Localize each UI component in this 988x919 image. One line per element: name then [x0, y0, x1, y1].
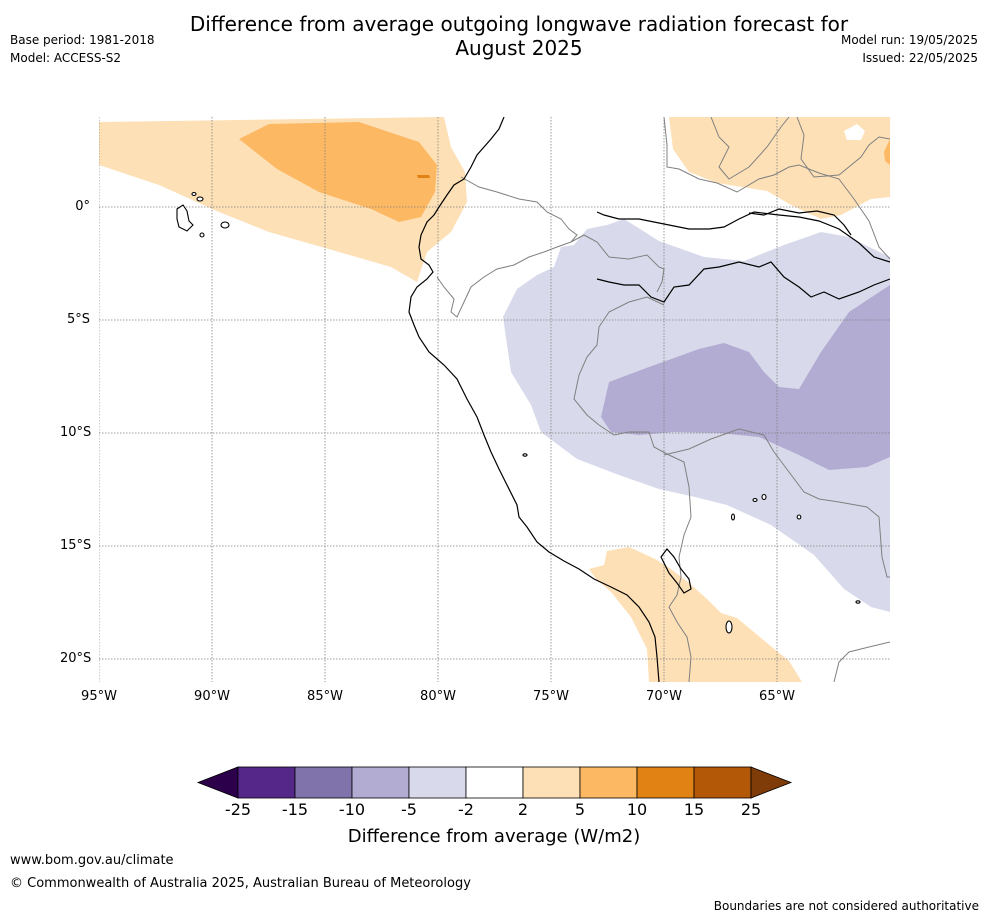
colorbar-tick-minus2: -2 [458, 800, 474, 819]
colorbar-tick-minus15: -15 [281, 800, 309, 819]
lake-3 [752, 497, 758, 503]
border-bolivia-paraguay [833, 641, 890, 682]
border-ecuador-peru [436, 241, 572, 318]
lon-label-65w: 65°W [759, 689, 795, 704]
positive-anomaly-south-tip [594, 569, 611, 581]
colorbar-bin-5 [465, 766, 524, 799]
lon-label-80w: 80°W [420, 689, 456, 704]
website-link[interactable]: www.bom.gov.au/climate [10, 853, 174, 868]
base-period-text: Base period: 1981-2018 [10, 33, 155, 47]
colorbar-tick-minus10: -10 [338, 800, 366, 819]
graticule [99, 117, 890, 682]
coastline-pacific-south-america [408, 117, 660, 682]
galapagos-santa-cruz [220, 221, 230, 229]
lat-label-15s: 15°S [60, 538, 92, 553]
positive-anomaly-south [589, 547, 802, 682]
lat-label-5s: 5°S [66, 312, 90, 327]
model-text: Model: ACCESS-S2 [10, 51, 122, 65]
country-borders [436, 117, 890, 682]
lat-label-10s: 10°S [60, 425, 92, 440]
colorbar-bin-8 [636, 766, 695, 799]
lake-poopo [725, 620, 733, 634]
border-brazil-venezuela [663, 117, 890, 260]
border-bolivia-chile [668, 556, 692, 682]
lat-label-0: 0° [75, 199, 90, 214]
colorbar-tick-15: 15 [683, 800, 705, 819]
disclaimer-text: Boundaries are not considered authoritat… [713, 899, 979, 913]
colorbar-extend-high [750, 766, 793, 799]
border-peru-brazil [573, 296, 692, 558]
lake-5 [796, 514, 802, 520]
coastlines [408, 117, 890, 682]
copyright-text: © Commonwealth of Australia 2025, Austra… [10, 876, 471, 891]
issued-text: Issued: 22/05/2025 [862, 51, 978, 65]
positive-anomaly-northeast-edge [884, 139, 890, 165]
colorbar-bin-2 [294, 766, 353, 799]
negative-anomaly-amazon-core [601, 285, 890, 470]
lake-4 [761, 493, 767, 501]
forecast-map [99, 117, 890, 682]
galapagos-san-cristobal [199, 232, 205, 238]
lat-label-20s: 20°S [60, 651, 92, 666]
colorbar-tick-2: 2 [517, 800, 529, 819]
coastline-northern-venezuela [748, 208, 852, 236]
colorbar-tick-5: 5 [574, 800, 586, 819]
border-brazil-bolivia [663, 428, 890, 578]
chart-title: Difference from average outgoing longwav… [0, 12, 988, 60]
colorbar-bin-7 [579, 766, 638, 799]
colorbar-tick-10: 10 [626, 800, 648, 819]
title-line-2: August 2025 [455, 36, 583, 60]
coastline-caribbean-north [596, 211, 890, 263]
lon-label-75w: 75°W [533, 689, 569, 704]
galapagos-marchena [191, 191, 197, 197]
colorbar-bin-4 [408, 766, 467, 799]
positive-anomaly-northwest-spot [417, 175, 430, 178]
islands [176, 191, 861, 634]
colorbar-tick-minus5: -5 [401, 800, 417, 819]
colorbar-bin-3 [351, 766, 410, 799]
colorbar-bin-6 [522, 766, 581, 799]
title-line-1: Difference from average outgoing longwav… [189, 12, 849, 36]
border-venezuela-guyana [710, 117, 790, 180]
model-run-text: Model run: 19/05/2025 [840, 33, 978, 47]
colorbar-bin-9 [693, 766, 752, 799]
negative-anomaly-gap [844, 124, 865, 140]
lake-1 [522, 453, 528, 457]
lon-label-85w: 85°W [307, 689, 343, 704]
colorbar-extend-low [196, 766, 239, 799]
lake-2 [730, 513, 736, 521]
colorbar-tick-25: 25 [740, 800, 762, 819]
galapagos-fernandina [196, 196, 204, 202]
colorbar-tick-minus25: -25 [224, 800, 252, 819]
lake-6 [855, 600, 861, 604]
coastline-amazon-river [596, 261, 890, 303]
border-guyana-suriname [796, 117, 890, 178]
colorbar-label: Difference from average (W/m2) [347, 826, 641, 847]
lon-label-70w: 70°W [646, 689, 682, 704]
galapagos-isabela [176, 204, 194, 232]
lon-label-95w: 95°W [81, 689, 117, 704]
lon-label-90w: 90°W [194, 689, 230, 704]
positive-anomaly-northwest-core [239, 122, 437, 222]
coastline-lake-titicaca [660, 548, 692, 594]
colorbar-bin-1 [237, 766, 296, 799]
colorbar [196, 766, 793, 799]
